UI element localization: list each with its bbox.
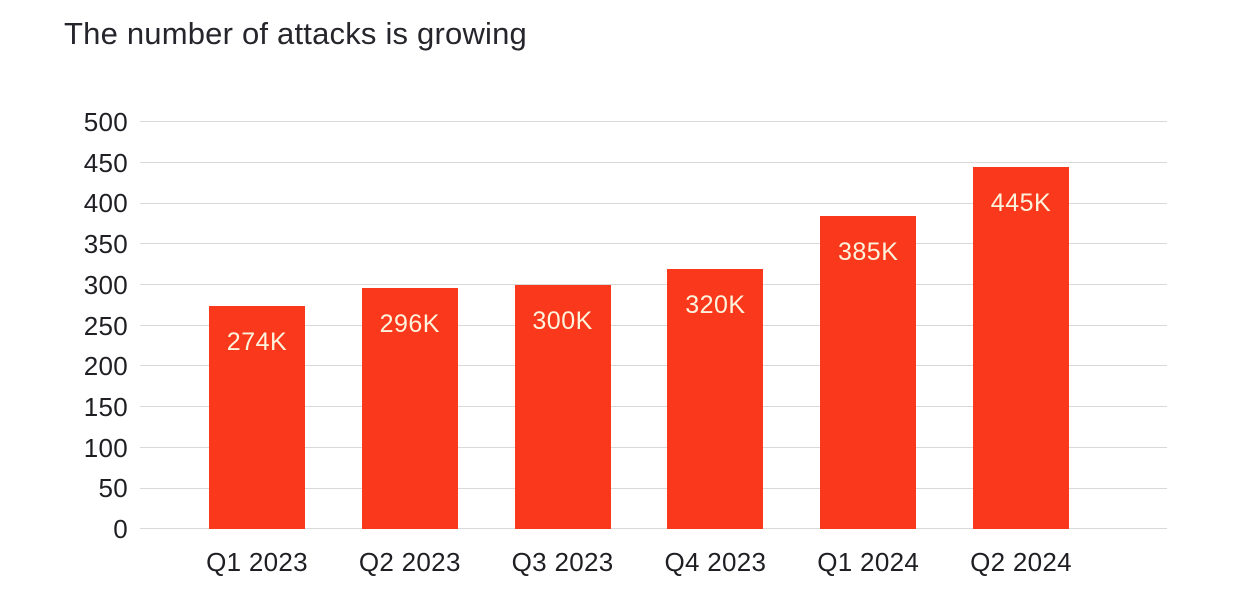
gridline (140, 487, 1167, 489)
x-axis-category-label: Q3 2023 (511, 547, 614, 577)
bar: 274K (209, 305, 305, 529)
gridline (140, 202, 1167, 204)
bar: 445K (973, 166, 1069, 529)
bar-value-label: 274K (226, 327, 288, 356)
bar: 385K (820, 215, 917, 529)
bar-value-label: 320K (685, 290, 746, 319)
y-axis-tick-label: 150 (83, 391, 128, 422)
gridline (140, 121, 1167, 123)
bar: 320K (667, 268, 764, 529)
bar-value-label: 385K (837, 237, 899, 266)
gridline (140, 324, 1167, 326)
y-axis-tick-label: 100 (83, 432, 128, 463)
y-axis-tick-label: 500 (83, 107, 128, 137)
x-axis-category-label: Q1 2024 (817, 547, 920, 577)
x-axis-category-label: Q4 2023 (664, 547, 767, 577)
x-axis-category-label: Q2 2024 (970, 547, 1072, 577)
x-axis-category-label: Q1 2023 (206, 547, 308, 577)
x-axis-category-label: Q2 2023 (358, 547, 461, 577)
y-axis-tick-label: 450 (83, 147, 128, 178)
y-axis-tick-label: 400 (83, 188, 128, 219)
y-axis-tick-label: 200 (83, 351, 128, 382)
y-axis-tick-label: 50 (98, 473, 128, 504)
y-axis-tick-label: 250 (83, 310, 128, 341)
gridline (140, 161, 1167, 163)
gridline (140, 446, 1167, 448)
gridline (140, 406, 1167, 408)
gridline (140, 284, 1167, 286)
bar-value-label: 300K (532, 306, 593, 335)
y-axis-tick-label: 350 (83, 229, 128, 260)
bar-value-label: 296K (379, 310, 440, 339)
gridline (140, 365, 1167, 367)
gridline (140, 243, 1167, 245)
gridline (140, 528, 1167, 530)
y-axis-tick-label: 300 (83, 269, 128, 300)
bar: 296K (361, 288, 458, 529)
y-axis-tick-label: 0 (113, 514, 128, 544)
bar-value-label: 445K (990, 188, 1052, 217)
bar: 300K (514, 284, 611, 529)
chart-title: The number of attacks is growing (64, 16, 527, 51)
